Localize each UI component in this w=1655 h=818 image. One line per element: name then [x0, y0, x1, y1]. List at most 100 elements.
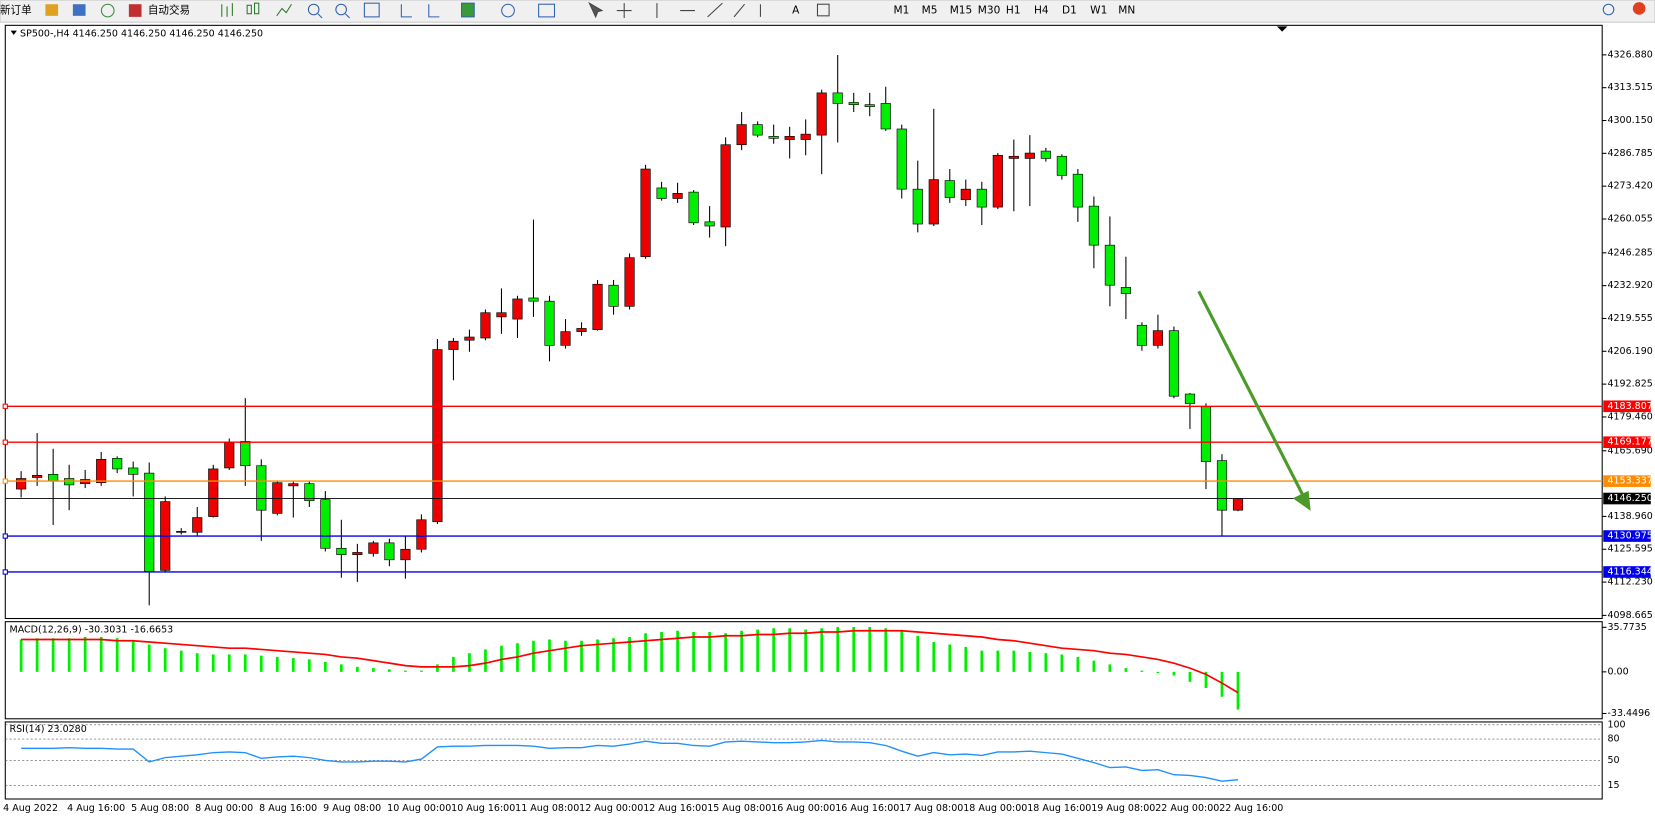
y-tick-label: 4260.055	[1607, 213, 1652, 224]
candle-body	[720, 144, 731, 228]
toolbar-bg	[0, 0, 1655, 23]
candle-body	[1024, 152, 1035, 159]
x-tick-label: 17 Aug 08:00	[899, 803, 963, 814]
y-tick-label: 4326.880	[1607, 49, 1652, 60]
candle-body	[976, 188, 987, 208]
candle-body	[576, 328, 587, 332]
candle-body	[208, 468, 219, 517]
x-tick-label: 16 Aug 00:00	[771, 803, 835, 814]
icon[interactable]	[72, 4, 86, 16]
y-tick-label: 4246.285	[1607, 247, 1652, 258]
timeframe-button[interactable]: M15	[950, 5, 973, 17]
trend-arrow	[1197, 290, 1311, 511]
candle-body	[768, 136, 779, 139]
timeframe-button[interactable]: M5	[922, 5, 938, 17]
timeframe-button[interactable]: M1	[894, 5, 910, 17]
icon[interactable]	[45, 4, 59, 16]
candle-body	[400, 548, 411, 561]
timeframe-button[interactable]: H4	[1034, 5, 1049, 17]
icon[interactable]	[400, 4, 440, 18]
y-tick-label: 4112.230	[1607, 577, 1652, 588]
candle-body	[656, 187, 667, 199]
icon[interactable]	[317, 13, 323, 19]
icon[interactable]	[276, 3, 292, 17]
macd-title: MACD(12,26,9) -30.3031 -16.6653	[10, 625, 174, 636]
y-tick-label: 4098.665	[1607, 610, 1652, 621]
candle-body	[256, 465, 267, 511]
candle-body	[336, 547, 347, 555]
drawing-tools[interactable]	[588, 1, 830, 19]
x-tick-label: 22 Aug 00:00	[1155, 803, 1219, 814]
macd-signal	[21, 629, 1239, 694]
x-tick-label: 18 Aug 00:00	[963, 803, 1027, 814]
main-pane	[4, 24, 1603, 620]
icon[interactable]	[588, 1, 604, 19]
candle-body	[48, 474, 59, 482]
icon[interactable]	[501, 3, 515, 18]
level-label: 4183.807	[1607, 401, 1652, 412]
icon[interactable]	[363, 2, 380, 18]
text-tool[interactable]: A	[792, 5, 800, 17]
timeframe-button[interactable]: W1	[1090, 5, 1107, 17]
candle-body	[288, 483, 299, 487]
candle-body	[1136, 324, 1147, 346]
timeframe-button[interactable]: D1	[1062, 5, 1077, 17]
y-tick-label: -33.4496	[1607, 708, 1650, 719]
chart-type-icons[interactable]	[221, 2, 292, 17]
timeframe-button[interactable]: H1	[1006, 5, 1021, 17]
search-icon[interactable]	[1602, 3, 1615, 16]
icon[interactable]	[616, 2, 761, 18]
x-tick-label: 4 Aug 2022	[3, 803, 58, 814]
y-tick-label: 4165.690	[1607, 445, 1652, 456]
level-marker	[2, 569, 8, 575]
new-order-button[interactable]: 新订单	[0, 4, 32, 17]
candle-body	[704, 221, 715, 227]
candle-body	[992, 154, 1003, 208]
icon[interactable]	[254, 2, 260, 15]
candle-body	[1200, 406, 1212, 462]
y-tick-label: 4179.460	[1607, 411, 1652, 422]
icon[interactable]	[246, 4, 252, 15]
candle-body	[736, 124, 747, 146]
candle-body	[432, 349, 443, 523]
x-tick-label: 10 Aug 00:00	[387, 803, 451, 814]
candle-body	[640, 168, 651, 258]
icon[interactable]	[335, 3, 347, 16]
candle-body	[528, 297, 539, 302]
icon[interactable]	[538, 3, 556, 18]
candle-body	[128, 467, 139, 475]
y-tick-label: 50	[1607, 755, 1619, 766]
level-label-bg	[1603, 566, 1651, 578]
icon[interactable]	[816, 3, 830, 17]
y-tick-label: 4125.595	[1607, 544, 1652, 555]
x-tick-label: 11 Aug 08:00	[515, 803, 579, 814]
icon[interactable]	[344, 13, 350, 19]
y-tick-label: 0.00	[1607, 666, 1628, 677]
candle-body	[752, 124, 763, 136]
candle-body	[1008, 155, 1019, 159]
auto-trading-icon[interactable]	[128, 4, 142, 17]
icon[interactable]	[307, 3, 320, 16]
x-tick-label: 16 Aug 16:00	[835, 803, 899, 814]
candle-body	[608, 284, 619, 307]
icon[interactable]	[461, 2, 475, 18]
candle-body	[1088, 205, 1099, 246]
candle-body	[912, 188, 923, 225]
candle-body	[192, 517, 203, 533]
y-tick-label: 4286.785	[1607, 148, 1652, 159]
zoom-icons[interactable]	[307, 2, 556, 19]
timeframe-button[interactable]: MN	[1118, 5, 1135, 17]
level-label: 4153.337	[1607, 476, 1652, 487]
candle-body	[1072, 173, 1083, 208]
candle-body	[144, 472, 155, 572]
candle-body	[928, 179, 939, 225]
auto-trading-button[interactable]: 自动交易	[148, 4, 190, 17]
candle-body	[384, 542, 395, 561]
timeframe-button[interactable]: M30	[978, 5, 1001, 17]
toolbar: 新订单 自动交易 A	[0, 0, 1655, 23]
candle-body	[224, 442, 235, 469]
icon[interactable]	[100, 3, 115, 18]
notification-icon[interactable]	[1632, 2, 1646, 15]
icon[interactable]	[221, 3, 233, 17]
